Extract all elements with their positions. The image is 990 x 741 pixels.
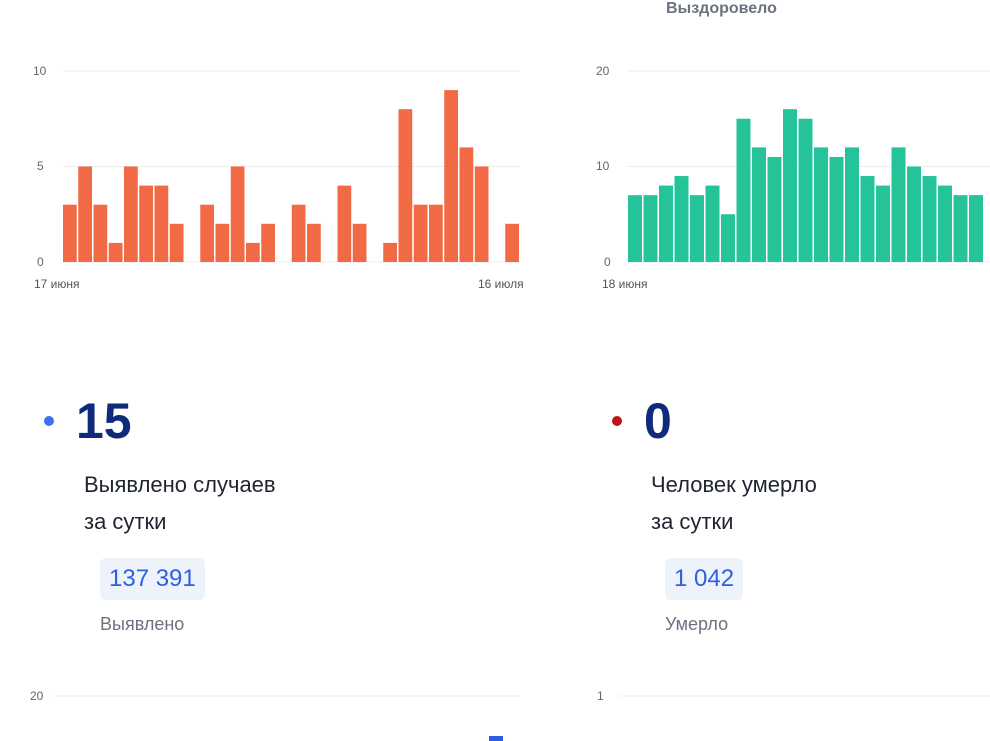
bar: [798, 118, 813, 262]
y-tick-5: 5: [37, 159, 44, 173]
cases-total-badge: 137 391: [100, 558, 205, 600]
y-tick-10: 10: [33, 64, 47, 78]
bar: [139, 185, 153, 262]
bar: [907, 166, 921, 262]
y-tick-0: 0: [604, 255, 611, 269]
bar: [845, 147, 859, 262]
y-tick-0: 0: [37, 255, 44, 269]
bar: [398, 109, 413, 262]
bar: [215, 223, 230, 262]
bar: [291, 204, 306, 262]
bar: [953, 195, 968, 262]
cases-description: Выявлено случаев за сутки: [44, 466, 276, 540]
cases-total-caption: Выявлено: [100, 614, 185, 634]
bar: [169, 223, 184, 262]
bar: [352, 223, 367, 262]
bar: [307, 223, 321, 262]
bar: [938, 185, 952, 262]
bar: [922, 176, 937, 262]
bar: [429, 204, 443, 262]
bar: [690, 195, 704, 262]
daily-cases-chart: 10 5 0 17 июня 16 июля: [33, 64, 524, 291]
bar: [93, 204, 108, 262]
bar: [814, 147, 828, 262]
bar: [767, 156, 782, 262]
recovered-label: Выздоровело: [666, 0, 777, 17]
deaths-desc-line2: за сутки: [651, 509, 734, 534]
bar: [261, 223, 275, 262]
bar: [659, 185, 673, 262]
blue-dot: [44, 416, 54, 426]
bar: [505, 223, 519, 262]
deaths-desc-line1: Человек умерло: [651, 472, 817, 497]
bar: [246, 242, 260, 262]
bottom-left-y-tick: 20: [30, 689, 44, 703]
cases-desc-line2: за сутки: [84, 509, 167, 534]
recovered-chart: 20 10 0 18 июня: [596, 64, 990, 291]
deaths-total-caption: Умерло: [665, 614, 729, 634]
bar: [752, 147, 766, 262]
deaths-today-value: 0: [644, 393, 672, 449]
deaths-description: Человек умерло за сутки: [612, 466, 817, 540]
bottom-right-y-tick: 1: [597, 689, 604, 703]
bar: [63, 204, 77, 262]
deaths-total-badge: 1 042: [665, 558, 744, 600]
bar: [413, 204, 428, 262]
cases-desc-line1: Выявлено случаев: [84, 472, 276, 497]
bar: [829, 156, 844, 262]
bar: [200, 204, 214, 262]
bar: [860, 176, 875, 262]
bar: [721, 214, 735, 262]
cases-today-value: 15: [76, 393, 132, 449]
y-tick-10: 10: [596, 159, 610, 173]
bar: [643, 195, 658, 262]
red-dot: [612, 416, 622, 426]
bar: [108, 242, 123, 262]
bar: [674, 176, 689, 262]
x-label-start: 17 июня: [34, 277, 80, 291]
right-bars-group: [628, 109, 983, 262]
bar: [969, 195, 983, 262]
bar: [124, 166, 138, 262]
bottom-left-bar-partial: [489, 736, 503, 741]
cases-stat: 15 Выявлено случаев за сутки 137 391 Выя…: [44, 396, 276, 635]
left-bars-group: [63, 90, 519, 262]
bar: [891, 147, 906, 262]
bar: [383, 242, 397, 262]
bar: [154, 185, 169, 262]
bar: [459, 147, 474, 262]
bar: [444, 90, 458, 262]
x-label-end: 16 июля: [478, 277, 524, 291]
y-tick-20: 20: [596, 64, 610, 78]
bottom-charts: 20 1: [30, 689, 990, 741]
bar: [876, 185, 890, 262]
bar: [230, 166, 245, 262]
bar: [337, 185, 352, 262]
bar: [705, 185, 720, 262]
bar: [78, 166, 92, 262]
bar: [736, 118, 751, 262]
bar: [628, 195, 642, 262]
bar: [474, 166, 489, 262]
deaths-stat: 0 Человек умерло за сутки 1 042 Умерло: [612, 396, 817, 635]
x-label-start: 18 июня: [602, 277, 648, 291]
bar: [783, 109, 797, 262]
